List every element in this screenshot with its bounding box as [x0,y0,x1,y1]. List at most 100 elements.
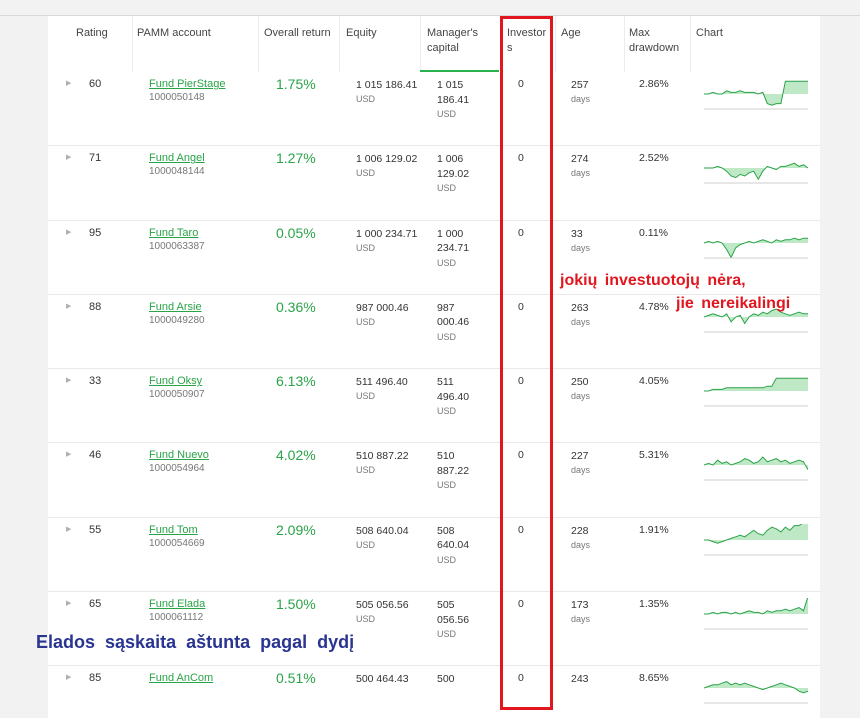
age-number: 173 [571,599,589,612]
col-pamm-account[interactable]: PAMM account [137,27,211,39]
age-number: 274 [571,153,589,166]
investors-count: 0 [518,226,524,239]
investors-count: 0 [518,78,524,90]
overall-return-value: 0.36% [276,298,316,315]
expand-row-icon[interactable]: ▶ [66,674,72,682]
expand-row-icon[interactable]: ▶ [66,451,72,459]
managers-capital-currency: USD [437,480,457,491]
age-unit: days [571,465,591,476]
table-header: Rating PAMM account Overall return Equit… [48,16,820,72]
table-row[interactable]: ▶ 55 Fund Tom 1000054669 2.09% 508 640.04 USD 5… [48,517,820,593]
managers-capital-line2: 056.56 [437,613,470,626]
sparkline-line [704,377,808,392]
managers-capital-line1: 510 [437,450,455,463]
expand-row-icon[interactable]: ▶ [66,377,72,385]
performance-sparkline [704,523,808,556]
max-drawdown-value: 1.91% [639,523,669,536]
managers-capital-value: 508 640.04 USD [437,524,469,567]
fund-name-link[interactable]: Fund Elada [149,598,206,611]
col-max-drawdown-line2: drawdown [629,42,680,54]
managers-capital-line1: 511 [437,376,454,389]
rating-value: 65 [89,598,102,611]
equity-amount: 500 464.43 [356,673,409,686]
col-age[interactable]: Age [561,27,581,39]
age-value: 263 days [571,301,590,329]
header-separator [555,16,556,72]
equity-value: 508 640.04 USD [356,524,409,552]
fund-name-link[interactable]: Fund Tom [149,523,198,536]
managers-capital-line2: 640.04 [437,539,470,552]
col-investors[interactable]: Investor s [507,26,546,56]
table-row[interactable]: ▶ 71 Fund Angel 1000048144 1.27% 1 006 129.02… [48,146,820,221]
fund-name-link[interactable]: Fund Angel [149,152,205,165]
fund-name-link[interactable]: Fund PierStage [149,78,226,90]
top-divider [0,15,860,16]
max-drawdown-value: 1.35% [639,598,669,611]
age-value: 33 days [571,227,590,255]
table-row[interactable]: ▶ 33 Fund Oksy 1000050907 6.13% 511 496.40 USD… [48,369,820,444]
header-separator [258,16,259,72]
age-number: 263 [571,301,589,314]
equity-currency: USD [356,465,376,476]
annotation-no-investors-line2: jie nereikalingi [676,295,791,312]
col-managers-capital[interactable]: Manager's capital [427,26,478,56]
col-equity[interactable]: Equity [346,27,377,39]
managers-capital-currency: USD [437,257,457,268]
equity-currency: USD [356,316,376,327]
sparkline-area [704,457,808,471]
fund-name-link[interactable]: Fund AnCom [149,672,214,685]
overall-return-value: 1.27% [276,150,316,167]
expand-row-icon[interactable]: ▶ [66,154,72,162]
overall-return-value: 6.13% [276,373,316,390]
table-row[interactable]: ▶ 65 Fund Elada 1000061112 1.50% 505 056.56 US… [48,592,820,667]
managers-capital-currency: USD [437,406,457,417]
expand-row-icon[interactable]: ▶ [66,600,72,608]
performance-sparkline [704,237,808,259]
managers-capital-line2: 234.71 [437,242,470,255]
investors-count: 0 [518,300,524,313]
sparkline-line [704,456,808,471]
col-max-drawdown[interactable]: Max drawdown [629,26,679,56]
fund-name-link[interactable]: Fund Nuevo [149,449,209,462]
sparkline-area [704,163,808,180]
managers-capital-line1: 500 [437,673,455,686]
managers-capital-line1: 505 [437,599,455,612]
col-rating[interactable]: Rating [76,27,108,39]
sparkline-area [704,81,808,106]
table-body: ▶ 60 Fund PierStage 1000050148 1.75% 1 015 18… [48,72,820,718]
table-row[interactable]: ▶ 60 Fund PierStage 1000050148 1.75% 1 015 18… [48,72,820,147]
col-overall-return[interactable]: Overall return [264,27,331,39]
rating-value: 71 [89,152,102,165]
managers-capital-value: 500 [437,672,455,687]
investors-count: 0 [518,152,524,165]
expand-row-icon[interactable]: ▶ [66,302,72,310]
fund-name-link[interactable]: Fund Oksy [149,375,203,388]
investors-count: 0 [518,672,524,685]
fund-name-link[interactable]: Fund Taro [149,226,199,239]
equity-currency: USD [356,94,376,104]
investors-count: 0 [518,598,524,611]
overall-return-value: 0.05% [276,224,316,241]
managers-capital-line2: 887.22 [437,464,470,477]
age-unit: days [571,242,591,253]
investors-count: 0 [518,449,524,462]
table-row[interactable]: ▶ 88 Fund Arsie 1000049280 0.36% 987 000.46 US… [48,294,820,370]
overall-return-value: 1.50% [276,596,316,613]
fund-name-link[interactable]: Fund Arsie [149,300,202,313]
sparkline-line [704,162,808,181]
fund-account-id: 1000061112 [149,612,204,624]
performance-sparkline [704,308,808,333]
sparkline-line [704,681,808,694]
expand-row-icon[interactable]: ▶ [66,525,72,533]
investors-count: 0 [518,523,524,536]
table-row[interactable]: ▶ 46 Fund Nuevo 1000054964 4.02% 510 887.22 US… [48,443,820,518]
table-row[interactable]: ▶ 95 Fund Taro 1000063387 0.05% 1 000 234.71 U… [48,220,820,295]
fund-account-id: 1000054669 [149,537,205,549]
expand-row-icon[interactable]: ▶ [66,80,72,87]
age-unit: days [571,316,591,327]
managers-capital-line1: 1 000 [437,227,464,240]
table-row[interactable]: ▶ 85 Fund AnCom 0.51% 500 464.43 500 0 243 8.65% [48,666,820,718]
expand-row-icon[interactable]: ▶ [66,228,72,236]
equity-value: 1 000 234.71 USD [356,227,417,255]
sparkline-line [704,237,808,259]
